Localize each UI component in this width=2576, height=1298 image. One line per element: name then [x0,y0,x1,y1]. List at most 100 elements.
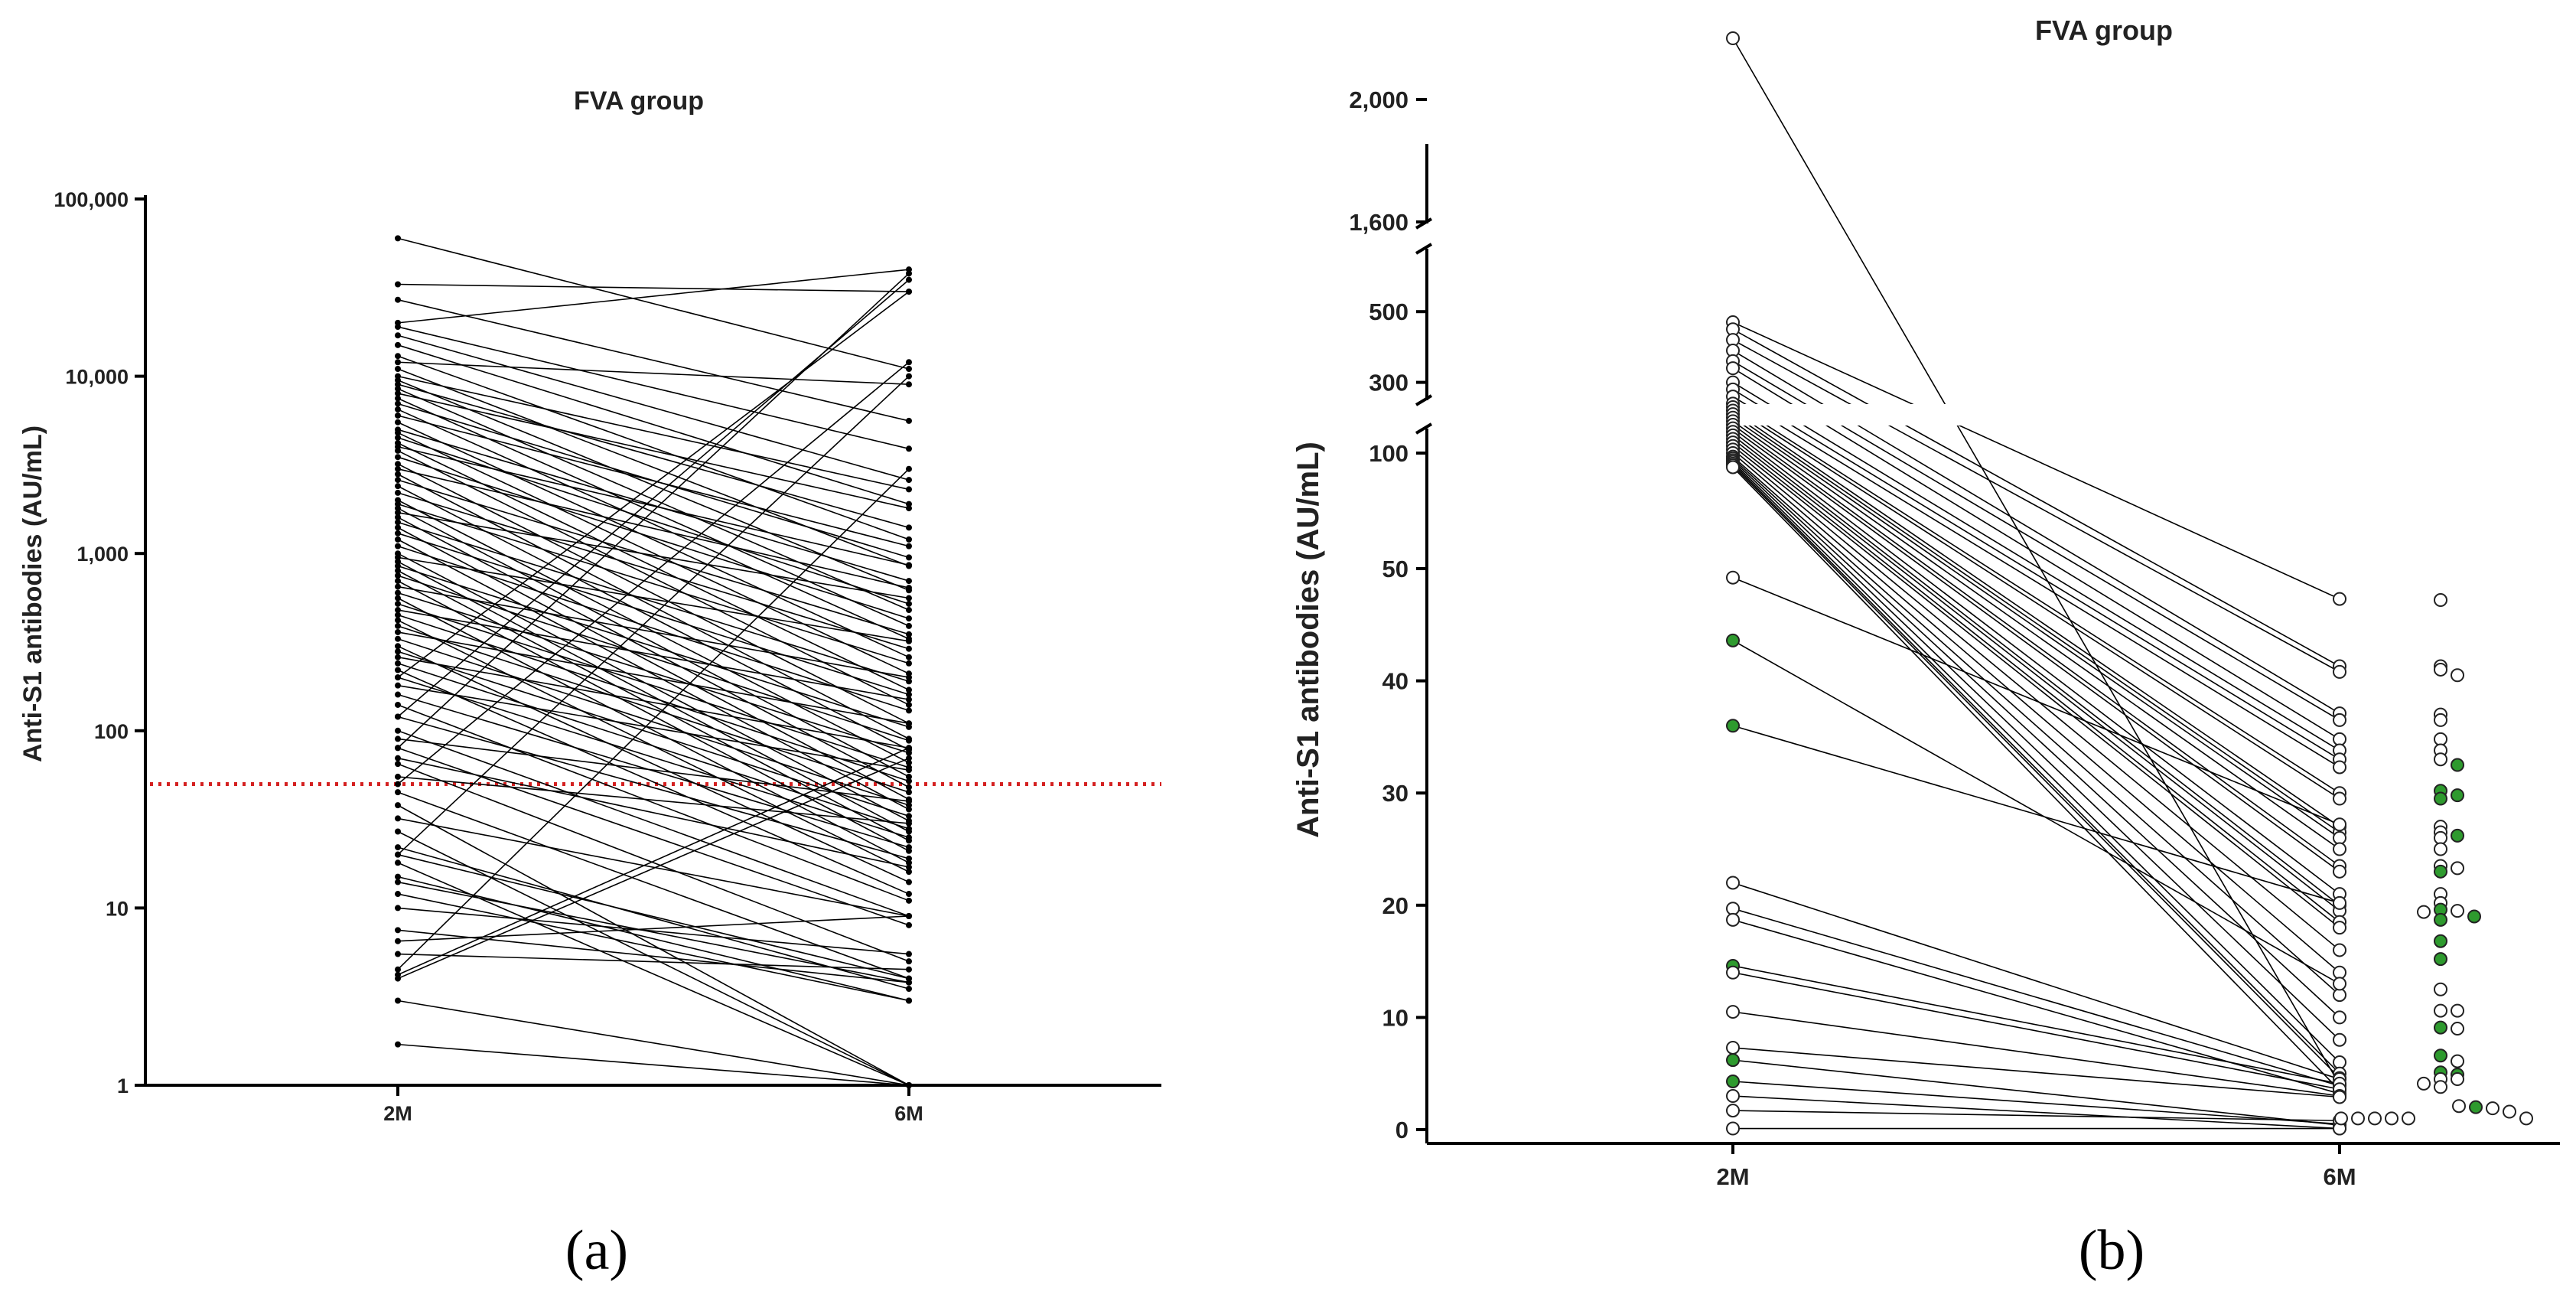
panel-b-pair-line [1732,406,2340,800]
panel-a-point-2m [395,735,401,742]
panel-b-pair-line [1732,965,2340,1084]
panel-a-point-2m [395,851,401,858]
panel-a-pair-line [397,397,910,627]
panel-b-point-6m [2333,592,2346,606]
panel-a-point-2m [395,844,401,851]
panel-b-pair-line [1732,919,2340,1094]
panel-a-point-2m [395,859,401,866]
panel-a-pair-line [397,432,910,674]
panel-a-pair-line [397,651,910,817]
panel-a-pair-line [397,684,910,771]
panel-a-pair-line [397,893,910,1002]
panel-a-pair-line [397,361,910,385]
panel-a-pair-line [397,326,910,450]
panel-a-point-2m [395,366,401,373]
panel-a-point-2m [395,966,401,973]
panel-a-point-2m [395,781,401,788]
panel-a-x-tick-label: 2M [383,1102,412,1125]
panel-b-pair-line [1732,458,2340,1018]
panel-b-pair-line [1732,321,2340,600]
panel-a-y-tick-label: 10,000 [65,366,129,389]
panel-b-unpaired-point [2451,1054,2464,1068]
panel-a-y-tick-label: 1,000 [77,543,129,566]
panel-b-point-6m [2333,864,2346,879]
panel-b-unpaired-point [2434,934,2447,948]
panel-b-point-6m [2333,713,2346,727]
panel-a-point-6m [906,891,912,898]
panel-b-pair-line [1732,1047,2340,1098]
panel-a-point-6m [906,276,912,283]
panel-a-point-6m [906,638,912,644]
panel-a-pair-line [397,569,910,842]
panel-b-point-6m [2333,965,2346,980]
panel-a-point-2m [395,643,401,650]
panel-a-point-6m [906,524,912,531]
panel-a-pair-line [397,375,910,491]
panel-a-pair-line [397,656,910,749]
panel-b-pair-line [1732,413,2340,833]
panel-a-pair-line [397,283,910,292]
panel-b-title: FVA group [2035,15,2173,46]
panel-a-point-2m [395,607,401,614]
panel-a-point-6m [906,797,912,804]
panel-a-point-6m [906,825,912,832]
panel-a-pair-line [397,791,910,980]
panel-b-point-2m [1726,1089,1740,1104]
panel-b-unpaired-point [2434,864,2447,879]
panel-a-point-6m [906,622,912,629]
panel-a-pair-line [397,609,910,700]
panel-a-pair-line [397,503,910,664]
panel-b-unpaired-point [2434,982,2447,996]
panel-b-pair-line [1732,971,2340,1091]
panel-a-point-2m [395,567,401,574]
panel-b-unpaired-point [2434,593,2447,608]
panel-a-point-2m [395,519,401,526]
panel-a-point-2m [395,873,401,880]
panel-a-pair-line [397,580,910,852]
panel-a-pair-line [397,361,910,785]
panel-b-unpaired-point [2402,1111,2415,1126]
panel-b-unpaired-point [2417,1076,2431,1091]
panel-b-y-tick-label: 500 [1369,298,1408,325]
panel-b-pair-line [1732,1095,2340,1130]
panel-a-point-2m [395,281,401,288]
panel-b-axis-break-mark [1415,394,1433,406]
panel-b-unpaired-point [2434,952,2447,967]
panel-a-pair-line [397,388,910,611]
panel-a-pair-line [397,575,910,742]
panel-a-point-6m [906,707,912,714]
panel-b-points [1726,31,2533,1136]
panel-a-pair-line [397,527,910,801]
panel-a-point-6m [906,749,912,756]
panel-b-point-2m [1726,876,1740,890]
panel-b-axes [1415,144,2560,1145]
panel-b-pair-line [1732,882,2340,1080]
panel-a-point-2m [395,622,401,629]
panel-a-point-2m [395,563,401,569]
panel-a-pair-line [397,603,910,768]
panel-b-pair-line [1732,1059,2340,1126]
panel-a-point-2m [395,572,401,579]
panel-a-point-2m [395,828,401,835]
panel-a-point-6m [906,270,912,277]
panel-a-pair-line [397,929,910,983]
panel-b-y-tick-label: 30 [1382,780,1408,807]
panel-a-pair-line [397,953,910,970]
panel-b-lines [1430,38,2563,1130]
panel-a-point-2m [395,454,401,461]
panel-b-pair-line [1732,576,2340,825]
panel-b-pair-line [1732,725,2340,904]
panel-a-point-2m [395,419,401,426]
panel-a-point-2m [395,600,401,607]
panel-b-point-6m [2333,1010,2346,1025]
panel-a-point-2m [395,815,401,822]
panel-b-pair-line [1732,1081,2340,1125]
panel-b-point-6m [2333,1055,2346,1070]
panel-a-point-2m [395,324,401,331]
panel-a-pair-line [397,517,910,788]
panel-b-point-6m [2333,791,2346,806]
panel-b-pair-line [1732,428,2340,872]
panel-b-y-axis-label: Anti-S1 antibodies (AU/mL) [1291,442,1325,838]
panel-a-pair-line [397,830,910,1086]
panel-a-pair-line [397,507,910,778]
